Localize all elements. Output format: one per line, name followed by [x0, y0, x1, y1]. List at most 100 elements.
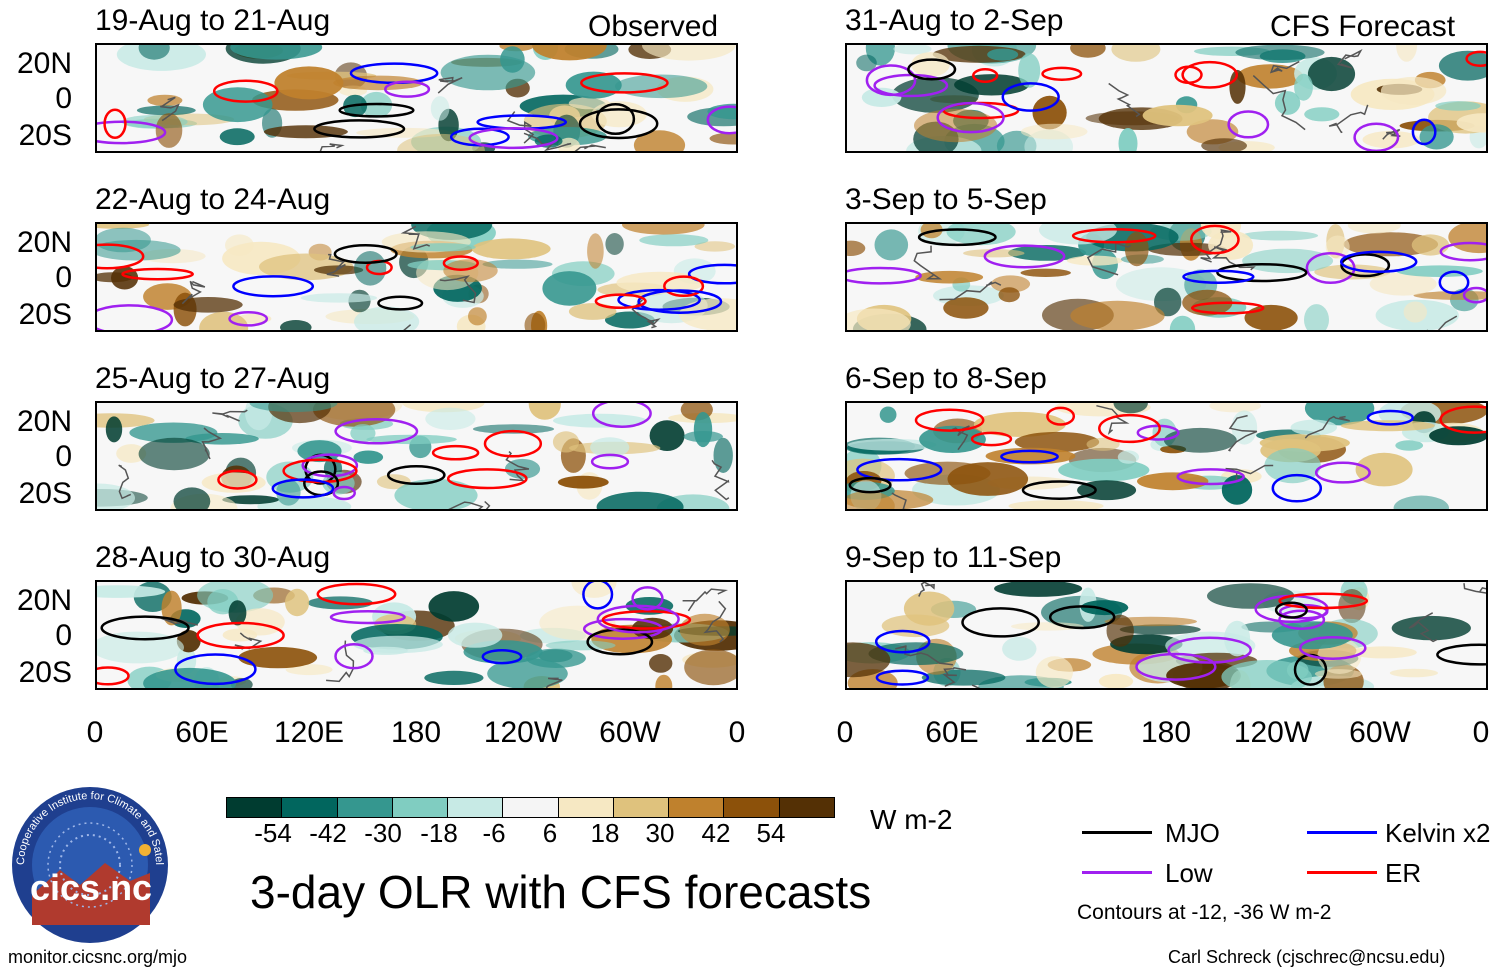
olr-anomaly-blob — [285, 588, 310, 617]
olr-anomaly-blob — [468, 307, 487, 326]
wave-contour — [586, 628, 654, 656]
wave-contour — [1436, 643, 1486, 666]
lon-label: 120E — [273, 716, 345, 749]
olr-anomaly-blob — [116, 444, 147, 463]
legend-label-low: Low — [1165, 858, 1213, 888]
olr-anomaly-blob — [1070, 45, 1106, 58]
coastline — [942, 666, 967, 687]
olr-anomaly-blob — [684, 649, 736, 686]
coastline — [891, 492, 907, 509]
colorbar-label: -42 — [309, 818, 347, 848]
olr-anomaly-blob — [297, 440, 342, 463]
olr-anomaly-blob — [919, 425, 986, 453]
coastline — [574, 144, 606, 151]
olr-anomaly-blob — [1169, 315, 1196, 330]
olr-anomaly-blob — [230, 45, 323, 60]
coastline — [234, 632, 263, 650]
olr-anomaly-blob — [155, 113, 183, 148]
wave-contour — [1271, 473, 1323, 503]
panel-title: 3-Sep to 5-Sep — [845, 183, 1047, 216]
olr-anomaly-blob — [472, 424, 555, 434]
coastline — [939, 281, 1002, 301]
olr-field — [97, 582, 736, 688]
panel-title: 28-Aug to 30-Aug — [95, 541, 331, 574]
wave-contour — [1098, 413, 1161, 444]
panel-title: 6-Sep to 8-Sep — [845, 362, 1047, 395]
olr-anomaly-blob — [990, 275, 1031, 293]
wave-contour — [1227, 110, 1270, 139]
wave-contour — [1305, 251, 1356, 285]
legend-swatch-low — [1082, 871, 1152, 874]
wave-contour — [271, 478, 335, 499]
olr-anomaly-blob — [1118, 128, 1138, 151]
panel-title: 22-Aug to 24-Aug — [95, 183, 331, 216]
wave-contour — [687, 263, 736, 285]
olr-anomaly-blob — [963, 249, 1025, 258]
lat-label: 20N — [16, 405, 72, 438]
lon-label: 60W — [599, 716, 661, 749]
olr-anomaly-blob — [1391, 615, 1471, 641]
lat-label: 0 — [55, 261, 72, 294]
coastline — [212, 409, 248, 422]
wave-contour — [386, 464, 446, 486]
wave-contour — [848, 476, 892, 494]
coastline — [545, 677, 563, 688]
wave-contour — [97, 666, 130, 686]
olr-anomaly-blob — [354, 251, 387, 286]
olr-anomaly-blob — [300, 293, 378, 303]
wave-contour — [865, 64, 917, 97]
olr-anomaly-blob — [571, 582, 617, 598]
olr-anomaly-blob — [1411, 234, 1450, 256]
olr-map-panel — [845, 401, 1488, 511]
wave-contour — [174, 653, 257, 686]
coastline — [895, 645, 953, 666]
olr-anomaly-blob — [1113, 403, 1148, 414]
panel-title: 31-Aug to 2-Sep — [845, 4, 1064, 37]
olr-anomaly-blob — [228, 600, 247, 626]
colorbar-label: -54 — [254, 818, 292, 848]
olr-anomaly-blob — [973, 411, 1066, 437]
wave-contour — [1021, 480, 1097, 500]
lat-label: 20S — [18, 477, 72, 510]
coastline — [1211, 246, 1256, 271]
coastline — [1463, 583, 1486, 594]
colorbar-label: -18 — [420, 818, 458, 848]
wave-contour — [301, 453, 359, 478]
olr-anomaly-blob — [911, 52, 950, 77]
coastline — [1408, 612, 1438, 643]
olr-anomaly-blob — [1201, 138, 1247, 151]
wave-contour — [595, 102, 636, 136]
coastline — [703, 600, 727, 643]
legend-swatch-mjo — [1082, 831, 1152, 834]
wave-contour — [1366, 409, 1414, 426]
wave-contour — [1299, 636, 1367, 660]
wave-contour — [1167, 636, 1252, 664]
wave-contour — [481, 649, 523, 665]
lon-label: 0 — [1472, 716, 1490, 749]
olr-anomaly-blob — [528, 403, 561, 420]
olr-field — [97, 224, 736, 330]
coastline — [1108, 82, 1141, 118]
olr-anomaly-blob — [649, 420, 685, 451]
olr-anomaly-blob — [605, 233, 624, 255]
olr-anomaly-blob — [314, 265, 364, 275]
wave-contour — [907, 58, 957, 81]
olr-anomaly-blob — [447, 622, 503, 648]
coastline — [1382, 128, 1401, 140]
wave-contour — [196, 621, 285, 650]
olr-anomaly-blob — [136, 105, 196, 116]
olr-anomaly-blob — [542, 271, 597, 306]
legend-label-mjo: MJO — [1165, 818, 1220, 848]
olr-anomaly-blob — [848, 438, 937, 451]
olr-anomaly-blob — [1438, 50, 1486, 81]
colorbar-label: 54 — [756, 818, 786, 848]
olr-anomaly-blob — [649, 654, 673, 673]
wave-contour — [1174, 65, 1203, 85]
olr-field — [97, 45, 736, 151]
olr-anomaly-blob — [947, 462, 1029, 496]
legend-label-kelvin: Kelvin x2 — [1385, 818, 1491, 848]
wave-contour — [917, 228, 997, 247]
wave-contour — [1438, 270, 1470, 295]
olr-anomaly-blob — [879, 406, 897, 423]
olr-anomaly-blob — [1389, 668, 1438, 678]
